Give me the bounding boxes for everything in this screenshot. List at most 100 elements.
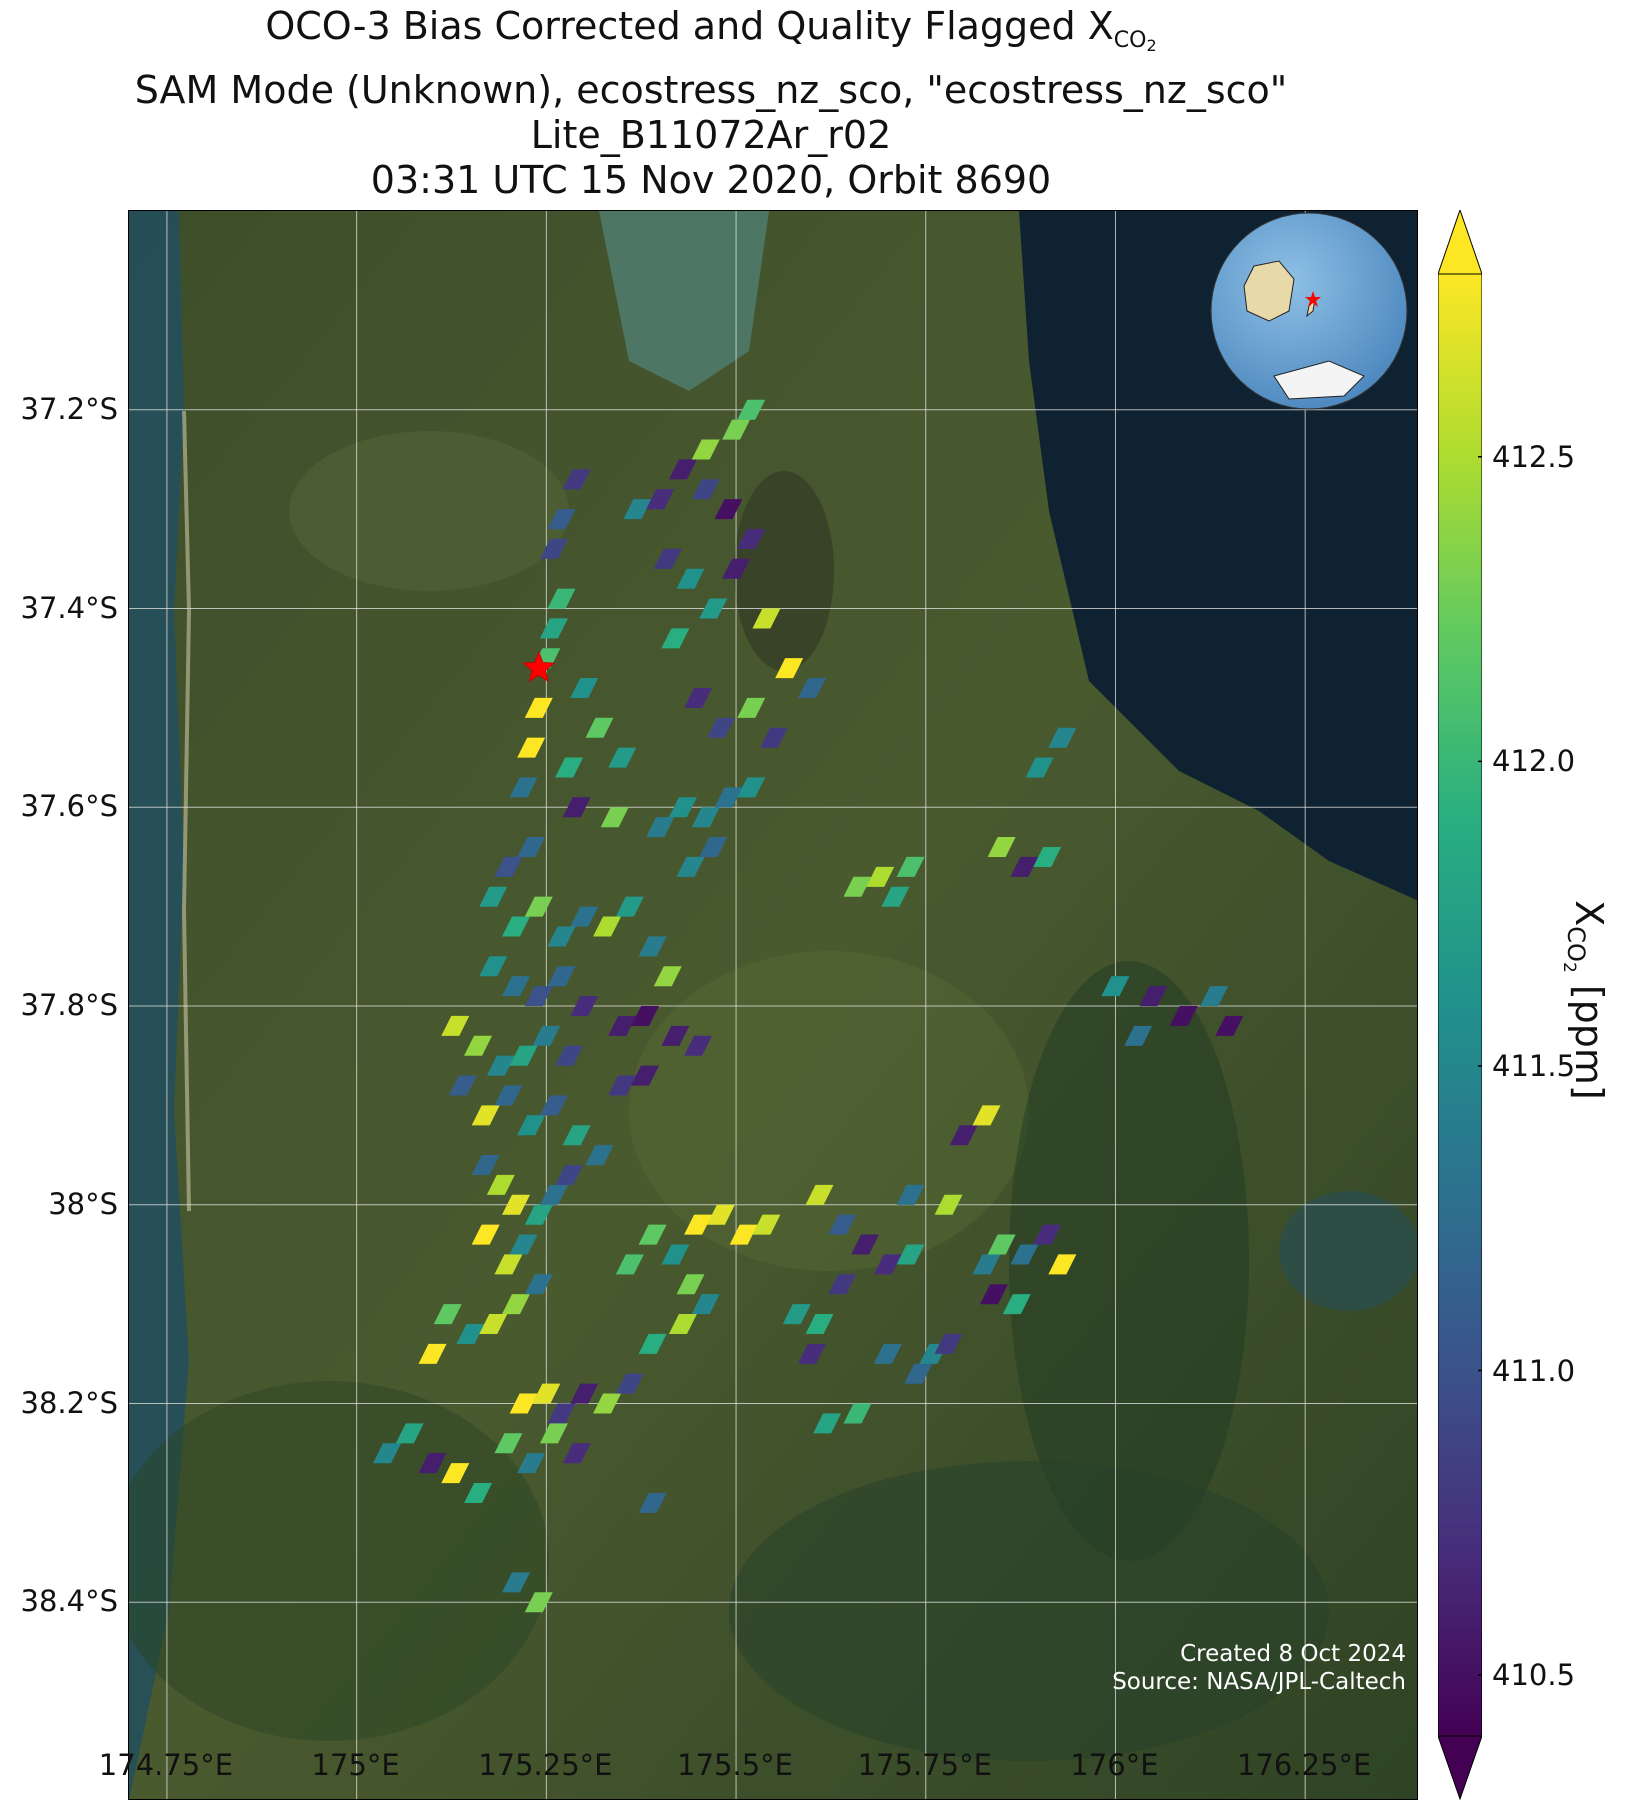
lon-tick-label: 175.5°E [677, 1748, 793, 1782]
created-date: Created 8 Oct 2024 [1180, 1641, 1406, 1667]
sounding-footprint [539, 1423, 568, 1444]
sounding-footprint [593, 1393, 622, 1414]
sounding-footprint [418, 1343, 447, 1364]
chart-title: OCO-3 Bias Corrected and Quality Flagged… [0, 4, 1422, 203]
sounding-footprint [934, 1194, 963, 1215]
colorbar-tick-label: 412.0 [1492, 744, 1576, 779]
sounding-footprint [896, 1184, 925, 1205]
sounding-footprint [555, 1164, 584, 1185]
sounding-footprint [638, 1492, 667, 1513]
sounding-footprint [1010, 856, 1039, 877]
sounding-footprint [524, 1592, 553, 1613]
sounding-footprint [684, 687, 713, 708]
sounding-footprint [517, 1453, 546, 1474]
sounding-footprint [828, 1274, 857, 1295]
sounding-footprint [509, 1045, 538, 1066]
lat-tick-label: 37.2°S [20, 391, 118, 426]
sounding-footprint [699, 598, 728, 619]
sounding-footprint [464, 1035, 493, 1056]
sounding-footprint [684, 1035, 713, 1056]
sounding-footprint [547, 509, 576, 530]
sounding-footprint [608, 1015, 637, 1036]
sounding-footprint [737, 697, 766, 718]
sounding-footprint [873, 1254, 902, 1275]
lat-tick-label: 37.4°S [20, 590, 118, 625]
sounding-footprint [797, 1343, 826, 1364]
sounding-footprint [502, 1572, 530, 1593]
lon-tick-label: 175.25°E [478, 1748, 613, 1782]
sounding-footprint [782, 1304, 811, 1325]
lon-tick-label: 174.75°E [98, 1748, 234, 1782]
sounding-footprint [562, 797, 591, 818]
lon-tick-label: 176°E [1070, 1748, 1159, 1782]
sounding-footprint [631, 1065, 659, 1086]
target-star-marker [522, 650, 556, 683]
sounding-footprint [555, 757, 584, 778]
sounding-footprint [737, 399, 766, 420]
lat-tick-label: 38.2°S [20, 1385, 118, 1420]
sounding-footprint [562, 1443, 591, 1464]
sounding-footprint [615, 896, 644, 917]
sounding-footprint [585, 717, 614, 738]
sounding-footprint [494, 1254, 523, 1275]
title-line-2: SAM Mode (Unknown), ecostress_nz_sco, "e… [134, 68, 1288, 112]
sounding-footprint [539, 538, 568, 559]
lon-tick-label: 175°E [311, 1748, 400, 1782]
sounding-footprint [509, 1234, 538, 1255]
sounding-footprint [433, 1304, 462, 1325]
sounding-footprint [539, 1184, 568, 1205]
sounding-footprint [532, 1383, 561, 1404]
sounding-footprint [684, 1214, 713, 1235]
sounding-footprint [524, 1274, 553, 1295]
sounding-footprint [691, 479, 720, 500]
sounding-footprint [555, 1045, 584, 1066]
sounding-footprint [760, 727, 788, 748]
sounding-footprint [881, 886, 910, 907]
sounding-footprint [418, 1453, 447, 1474]
title-line-4: 03:31 UTC 15 Nov 2020, Orbit 8690 [370, 158, 1052, 202]
sounding-footprint [661, 1244, 690, 1265]
sounding-footprint [676, 1274, 705, 1295]
sounding-footprint [851, 1234, 880, 1255]
sounding-footprint [570, 906, 599, 927]
sounding-footprint [714, 499, 743, 520]
sounding-footprint [805, 1314, 834, 1334]
xco2-soundings [373, 399, 1244, 1613]
sounding-footprint [676, 856, 705, 877]
sounding-footprint [987, 1234, 1016, 1255]
sounding-footprint [638, 1333, 667, 1354]
sounding-footprint [494, 1433, 523, 1454]
sounding-footprint [441, 1463, 470, 1484]
sounding-footprint [896, 856, 925, 877]
sounding-footprint [638, 936, 667, 957]
sounding-footprint [524, 896, 553, 917]
sounding-footprint [524, 1204, 553, 1225]
sounding-footprint [608, 747, 637, 768]
sounding-footprint [502, 1194, 530, 1215]
sounding-footprint [464, 1482, 493, 1503]
sounding-footprint [775, 658, 804, 679]
map-panel [128, 210, 1418, 1800]
sounding-footprint [1048, 1254, 1077, 1275]
globe-inset [1210, 212, 1408, 410]
lat-tick-label: 38.4°S [20, 1584, 118, 1619]
sounding-footprint [570, 678, 599, 698]
colorbar-tick-label: 412.5 [1492, 439, 1576, 474]
sounding-footprint [479, 956, 508, 977]
sounding-footprint [448, 1075, 477, 1096]
sounding-footprint [471, 1224, 500, 1245]
sounding-footprint [737, 528, 766, 549]
title-line-1: OCO-3 Bias Corrected and Quality Flagged… [265, 4, 1157, 55]
sounding-footprint [395, 1423, 424, 1444]
sounding-footprint [441, 1015, 470, 1036]
sounding-footprint [547, 926, 576, 947]
sounding-footprint [547, 1403, 576, 1424]
sounding-footprint [471, 1105, 500, 1126]
sounding-footprint [729, 1224, 758, 1245]
sounding-footprint [631, 1005, 659, 1026]
lat-tick-label: 37.6°S [20, 789, 118, 824]
sounding-footprint [668, 797, 697, 818]
sounding-footprint [668, 459, 697, 480]
sounding-footprint [1169, 1005, 1198, 1026]
sounding-footprint [737, 777, 766, 798]
